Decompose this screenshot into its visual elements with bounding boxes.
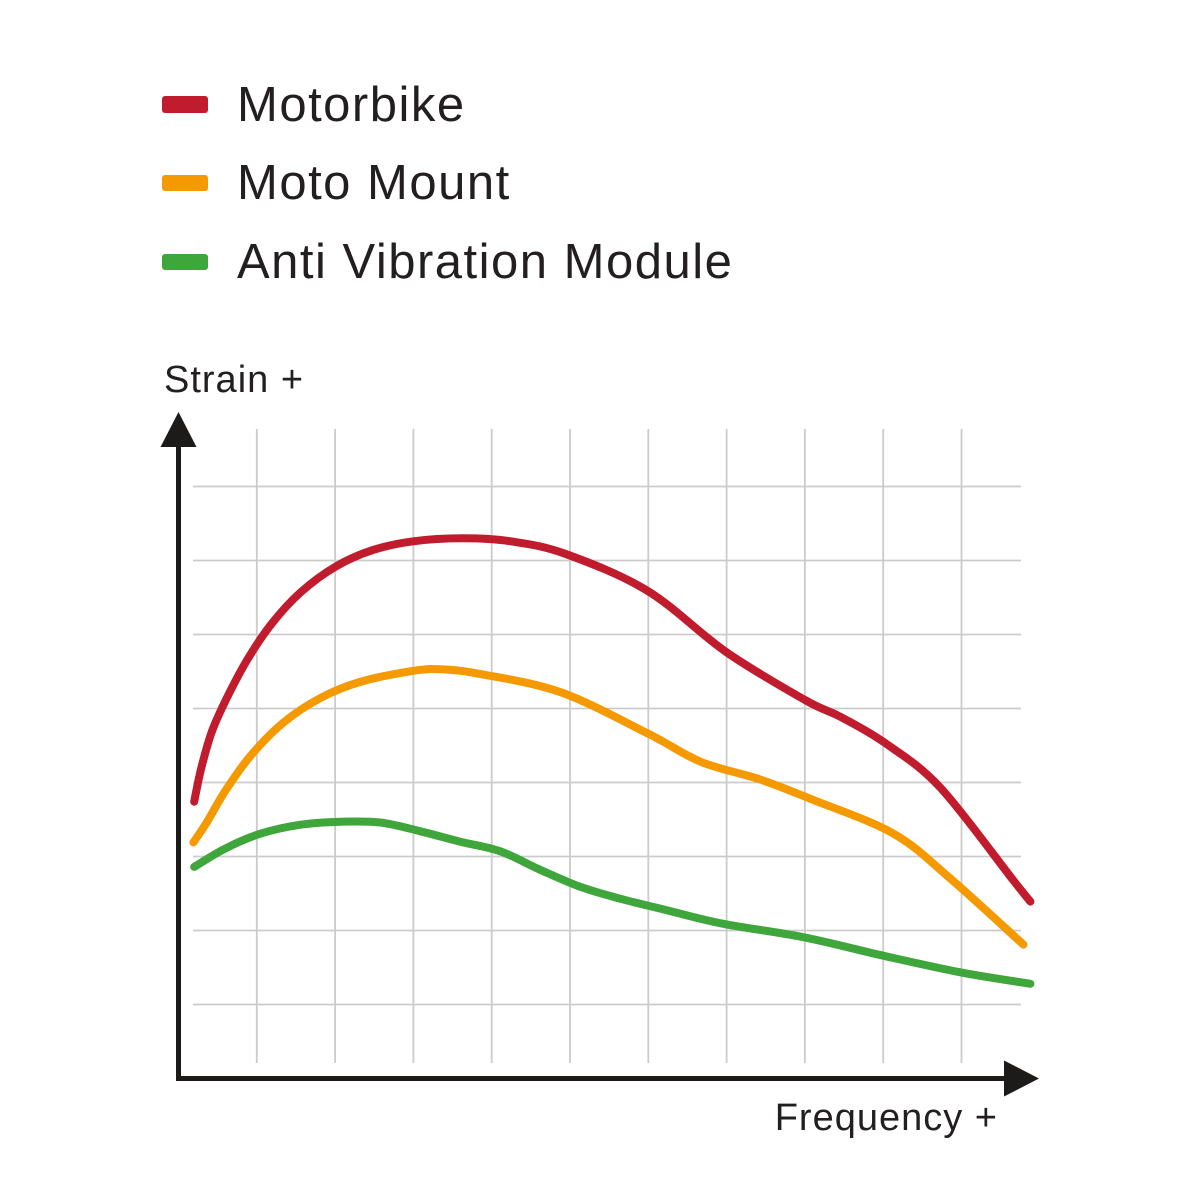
legend-label-anti-vibration-module: Anti Vibration Module <box>237 235 733 289</box>
series-curve-anti-vibration-module <box>190 817 1035 988</box>
x-axis-arrowhead-icon <box>1004 1060 1039 1097</box>
legend: Motorbike Moto Mount Anti Vibration Modu… <box>162 78 733 289</box>
series-curve-motorbike <box>190 534 1035 906</box>
legend-swatch-moto-mount <box>162 175 208 191</box>
legend-label-moto-mount: Moto Mount <box>237 156 511 210</box>
axes <box>160 412 1039 1097</box>
series-curves <box>189 534 1035 988</box>
x-axis-label: Frequency + <box>775 1097 998 1139</box>
y-axis-label: Strain + <box>164 359 304 401</box>
grid-lines <box>193 429 1021 1063</box>
legend-swatch-motorbike <box>162 96 208 113</box>
y-axis-arrowhead-icon <box>160 412 197 447</box>
legend-label-motorbike: Motorbike <box>237 78 466 132</box>
legend-swatch-anti-vibration-module <box>162 254 208 270</box>
series-curve-moto-mount <box>189 665 1028 949</box>
